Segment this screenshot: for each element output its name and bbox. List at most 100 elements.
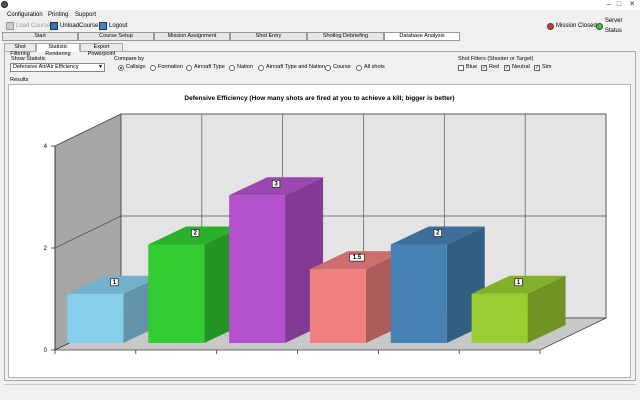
close-icon[interactable]: ✕	[629, 1, 635, 8]
data-label-box	[110, 278, 119, 287]
data-label-box	[433, 229, 442, 237]
checkbox-icon	[458, 64, 464, 71]
menu-support[interactable]: Support	[75, 12, 97, 18]
chart-title: Defensive Efficiency (How many shots are…	[184, 95, 455, 102]
data-label: 2	[194, 231, 198, 237]
data-label-box	[271, 179, 281, 188]
radio-icon	[118, 64, 124, 71]
gridline-wall	[54, 215, 122, 249]
shot-filters-label: Shot Filters (Shooter or Target)	[458, 56, 534, 62]
chevron-down-icon: ▼	[98, 64, 103, 70]
radio-icon	[356, 64, 362, 71]
mission-status-label: Mission Closed	[556, 23, 597, 29]
menu-configuration[interactable]: Configuration	[7, 12, 43, 18]
logout-icon	[99, 22, 107, 30]
data-label: 1.5	[353, 255, 362, 261]
compare-option-label: Course	[333, 64, 351, 70]
logout-label: Logout	[109, 23, 128, 29]
gridline-wall	[54, 113, 122, 147]
filter-checkbox-red[interactable]: ✓ Red	[481, 64, 499, 71]
tab-shotlog-debriefing[interactable]: Shotlog Debriefing	[307, 32, 384, 41]
data-label: 2	[436, 231, 440, 237]
tab-mission-assignment[interactable]: Mission Assignment	[154, 32, 230, 41]
compare-option-label: All shots	[364, 64, 385, 70]
data-label: 3	[274, 181, 278, 187]
data-label: 1	[517, 280, 521, 286]
load-course-label: Load Course	[16, 23, 51, 29]
compare-by-label: Compare by	[114, 56, 144, 62]
data-label: 1	[113, 280, 117, 286]
show-statistic-select[interactable]: Defensive Air/Air Efficiency ▼	[10, 63, 105, 72]
filter-label: Red	[489, 64, 500, 70]
filter-label: Blue	[466, 64, 478, 70]
menu-bar	[0, 10, 640, 20]
tab-course-setup[interactable]: Course Setup	[78, 32, 154, 41]
radio-icon	[150, 64, 156, 71]
mission-status-icon	[547, 22, 554, 30]
bar-front	[229, 195, 286, 343]
tab-shot-entry[interactable]: Shot Entry	[230, 32, 307, 41]
radio-icon	[229, 64, 235, 71]
mission-status: Mission Closed	[547, 21, 597, 31]
filter-label: Neutral	[512, 64, 530, 70]
bar-front	[148, 244, 205, 343]
logout-button[interactable]: Logout	[99, 21, 127, 31]
compare-radio-course[interactable]: Course	[325, 64, 351, 71]
compare-option-label: Formation	[158, 64, 183, 70]
results-label: Results	[10, 77, 29, 83]
chart-axis: 0 2 4	[44, 144, 541, 354]
data-label-box	[191, 229, 200, 237]
app-icon	[1, 1, 8, 8]
compare-radio-all-shots[interactable]: All shots	[356, 64, 385, 71]
checkbox-icon: ✓	[504, 64, 510, 71]
unload-course-label: UnloadCourse	[60, 23, 99, 29]
bar-front	[67, 293, 124, 343]
tab-database-analysis[interactable]: Database Analysis	[384, 32, 460, 41]
title-bar	[0, 0, 640, 10]
unload-course-button[interactable]: UnloadCourse	[50, 21, 98, 31]
bar	[229, 177, 324, 343]
load-course-button[interactable]: Load Course	[6, 21, 50, 31]
menu-printing[interactable]: Printing	[48, 12, 69, 18]
bottom-strip	[4, 384, 636, 397]
filter-checkbox-neutral[interactable]: ✓ Neutral	[504, 64, 530, 71]
filter-label: Sim	[542, 64, 552, 70]
server-status-icon	[596, 22, 603, 30]
load-course-icon	[6, 22, 14, 30]
y-tick-label: 2	[44, 246, 48, 252]
compare-radio-formation[interactable]: Formation	[150, 64, 183, 71]
bar	[390, 226, 485, 343]
subtab-export-powerpoint[interactable]: Export Powerpoint	[80, 43, 123, 57]
maximize-icon[interactable]: □	[616, 1, 622, 8]
unload-course-icon	[50, 22, 58, 30]
compare-radio-callsign[interactable]: Callsign	[118, 64, 146, 71]
compare-option-label: Callsign	[126, 64, 146, 70]
minimize-icon[interactable]: –	[607, 1, 611, 8]
y-tick-label: 0	[44, 348, 48, 354]
bar-front	[471, 293, 528, 343]
bar-front	[390, 244, 447, 343]
filter-checkbox-blue[interactable]: Blue	[458, 64, 477, 71]
filter-checkbox-sim[interactable]: ✓ Sim	[534, 64, 551, 71]
bar-front	[309, 269, 366, 343]
compare-option-label: Aircraft Type	[194, 64, 225, 70]
compare-option-label: Nation	[237, 64, 253, 70]
compare-radio-aircraft-type-nation[interactable]: Aircraft Type and Nation	[258, 64, 325, 71]
radio-icon	[186, 64, 192, 71]
tab-start[interactable]: Start	[2, 32, 78, 41]
compare-radio-nation[interactable]: Nation	[229, 64, 253, 71]
checkbox-icon: ✓	[481, 64, 487, 71]
subtab-shot-filtering[interactable]: Shot Filtering	[4, 43, 36, 57]
bar	[309, 251, 404, 343]
compare-option-label: Aircraft Type and Nation	[266, 64, 325, 70]
bar-side	[527, 275, 566, 343]
compare-radio-aircraft-type[interactable]: Aircraft Type	[186, 64, 225, 71]
bar	[148, 226, 243, 343]
server-status-label: Server Status	[604, 18, 623, 34]
data-label-box	[349, 253, 365, 262]
show-statistic-value: Defensive Air/Air Efficiency	[13, 64, 79, 70]
subtab-statistic-rendering[interactable]: Statistic Rendering	[36, 43, 80, 57]
data-label-box	[514, 278, 523, 287]
radio-icon	[258, 64, 264, 71]
